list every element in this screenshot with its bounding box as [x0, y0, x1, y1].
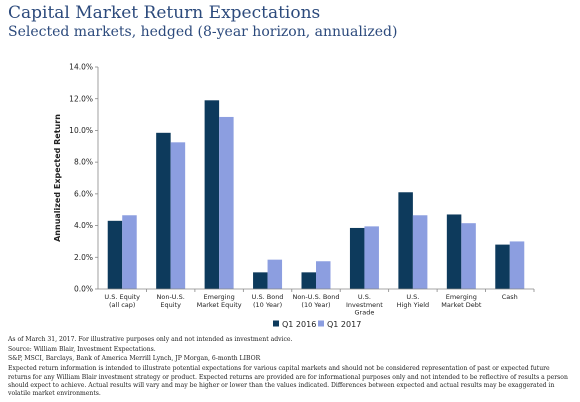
- x-tick-label: (10 Year): [301, 301, 330, 309]
- x-tick-label: Equity: [160, 301, 181, 309]
- legend-swatch: [273, 320, 279, 327]
- x-tick-label: Investment: [346, 301, 383, 309]
- y-tick-label: 2.0%: [74, 253, 93, 262]
- bar: [156, 132, 171, 289]
- legend-label: Q1 2016: [282, 320, 316, 329]
- x-axis-labels: U.S. Equity(all cap) Non-U.S.Equity Emergi…: [104, 289, 535, 317]
- x-tick-label: U.S.: [406, 293, 419, 301]
- page-title: Capital Market Return Expectations: [8, 3, 321, 23]
- footnote-indices: S&P, MSCI, Barclays, Bank of America Mer…: [8, 354, 261, 362]
- footnote-date: As of March 31, 2017. For illustrative p…: [8, 336, 293, 343]
- page-subtitle: Selected markets, hedged (8-year horizon…: [8, 24, 398, 40]
- x-tick-label: U.S.: [358, 293, 371, 301]
- legend: Q1 2016 Q1 2017: [273, 320, 361, 329]
- x-tick-label: (all cap): [109, 301, 135, 309]
- bar: [349, 227, 365, 289]
- x-tick-label: Non-U.S. Bond: [292, 293, 339, 301]
- footnote-source: Source: William Blair, Investment Expect…: [8, 346, 156, 354]
- bar: [495, 244, 510, 289]
- bar: [461, 223, 476, 289]
- y-tick-label: 6.0%: [74, 189, 93, 198]
- bar: [398, 192, 413, 289]
- bars: [107, 100, 525, 289]
- bar: [107, 220, 123, 289]
- y-tick-label: 8.0%: [74, 158, 93, 167]
- x-tick-label: Market Debt: [441, 301, 482, 309]
- x-tick-label: Non-U.S.: [157, 293, 185, 301]
- bar: [219, 116, 234, 289]
- bar: [412, 215, 428, 289]
- bar: [170, 142, 186, 289]
- bar: [204, 100, 220, 289]
- x-tick-label: Cash: [502, 293, 518, 301]
- legend-swatch: [318, 320, 324, 327]
- bar: [253, 272, 268, 289]
- footnote-disclaimer: Expected return information is intended …: [8, 365, 568, 398]
- y-tick-label: 12.0%: [69, 94, 93, 103]
- x-tick-label: U.S. Equity: [104, 293, 140, 301]
- x-tick-label: (10 Year): [253, 301, 282, 309]
- y-tick-label: 14.0%: [69, 63, 93, 72]
- bar: [509, 241, 525, 289]
- y-axis-label: Annualized Expected Return: [53, 114, 62, 242]
- footnotes: As of March 31, 2017. For illustrative p…: [8, 336, 574, 399]
- y-tick-label: 10.0%: [69, 126, 93, 135]
- x-tick-label: U.S. Bond: [252, 293, 284, 301]
- bar: [364, 226, 379, 289]
- bar: [301, 272, 316, 289]
- x-tick-label: High Yield: [397, 301, 429, 309]
- x-tick-label: Grade: [355, 309, 375, 317]
- y-tick-label: 0.0%: [74, 285, 93, 294]
- y-axis-ticks: 0.0% 2.0% 4.0% 6.0% 8.0% 10.0% 12.0% 14.0%: [69, 63, 98, 294]
- bar: [122, 215, 137, 289]
- x-tick-label: Market Equity: [197, 301, 242, 309]
- bar: [316, 261, 331, 289]
- x-tick-label: Emerging: [446, 293, 477, 301]
- bar-chart: 0.0% 2.0% 4.0% 6.0% 8.0% 10.0% 12.0% 14.0% U.S.…: [53, 63, 535, 329]
- x-tick-label: Emerging: [204, 293, 235, 301]
- bar: [446, 214, 462, 289]
- legend-label: Q1 2017: [327, 320, 361, 329]
- bar: [267, 259, 283, 289]
- y-tick-label: 4.0%: [74, 221, 93, 230]
